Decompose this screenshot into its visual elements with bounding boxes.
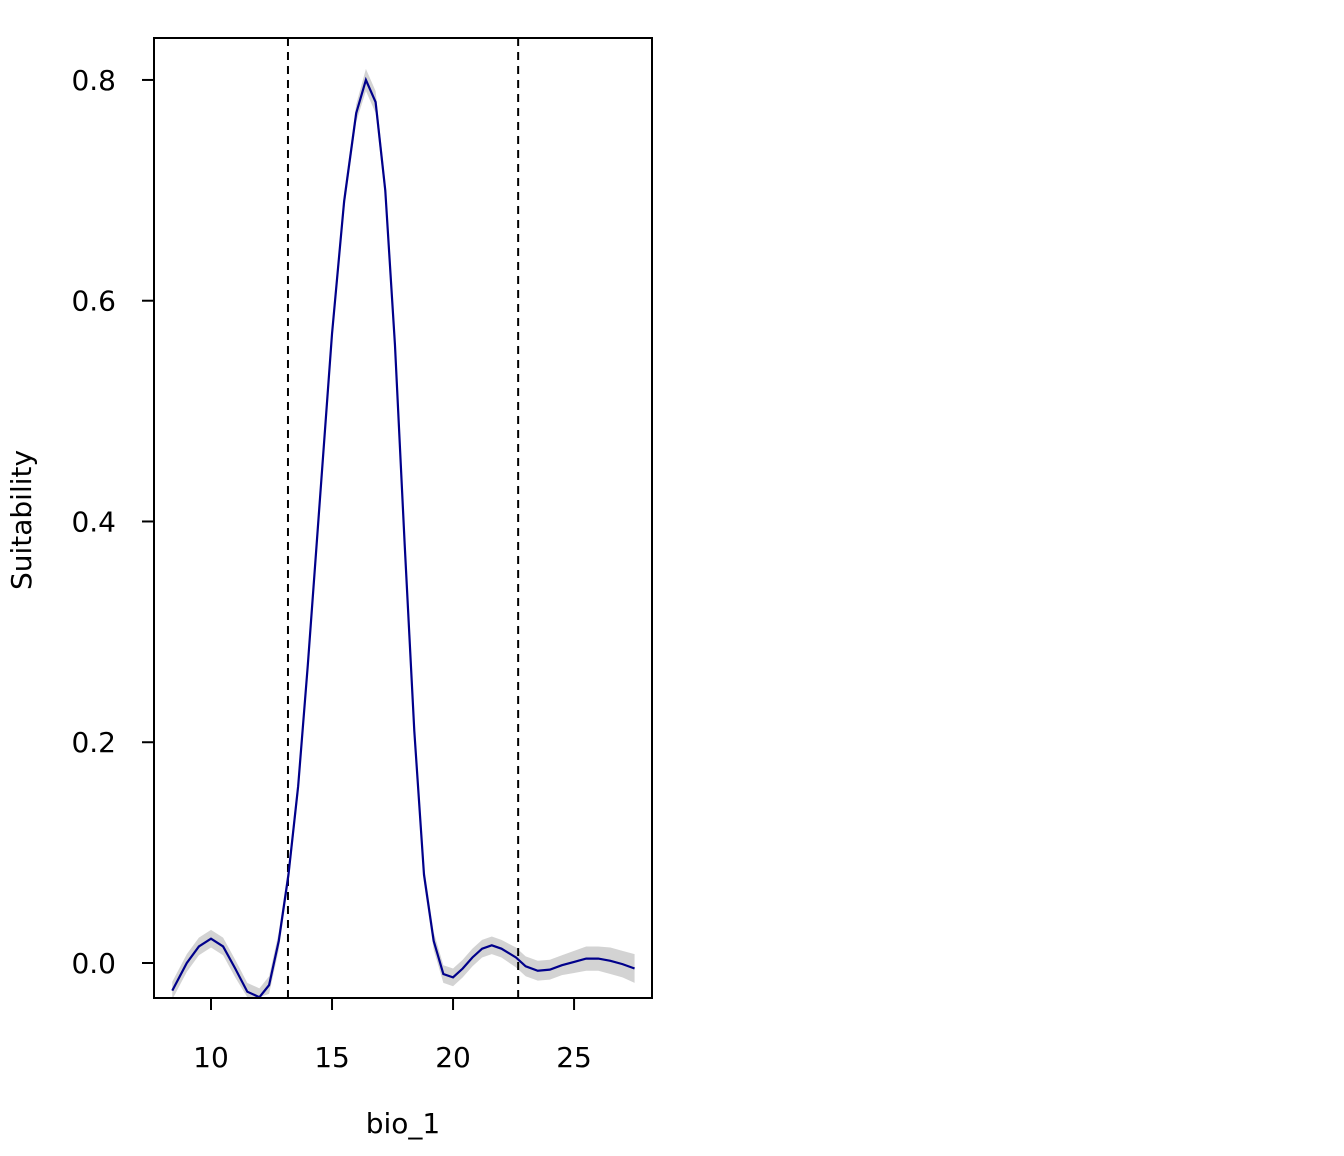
y-tick-label: 0.6 <box>71 285 116 318</box>
y-tick-label: 0.2 <box>71 726 116 759</box>
y-tick-label: 0.4 <box>71 505 116 538</box>
x-tick-label: 25 <box>556 1041 592 1074</box>
y-tick-label: 0.0 <box>71 947 116 980</box>
y-tick-label: 0.8 <box>71 64 116 97</box>
response-curve <box>171 76 635 999</box>
x-tick-label: 10 <box>193 1041 229 1074</box>
x-tick-label: 20 <box>435 1041 471 1074</box>
x-tick-label: 15 <box>314 1041 350 1074</box>
plot-frame <box>153 37 653 999</box>
y-axis-label: Suitability <box>5 450 38 590</box>
x-axis-label: bio_1 <box>366 1107 441 1140</box>
